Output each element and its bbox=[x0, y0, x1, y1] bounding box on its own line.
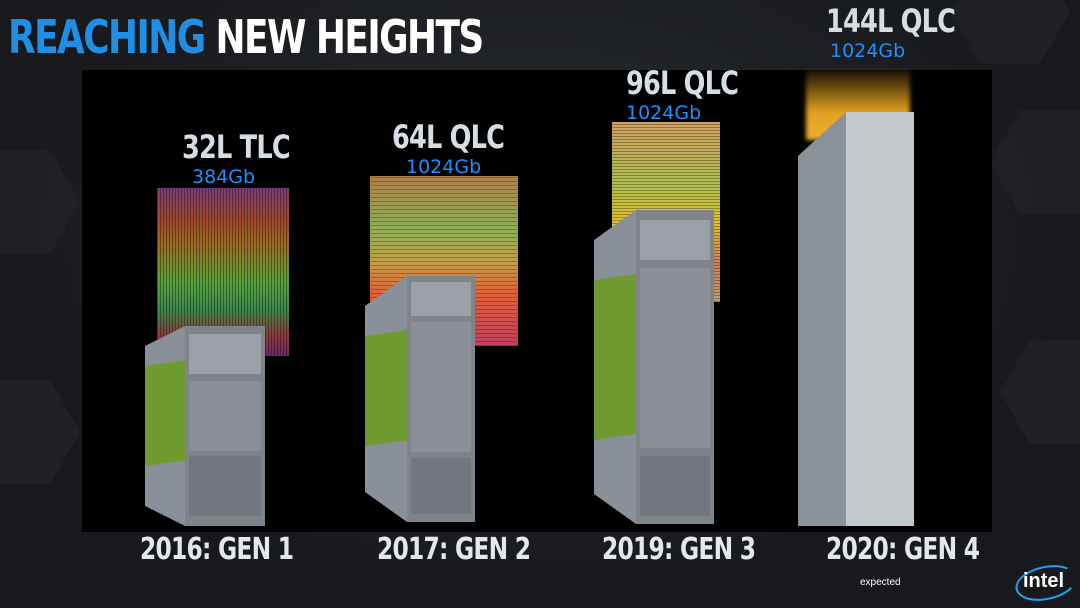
cross-section-gen3 bbox=[594, 210, 714, 524]
gen1-label: 32L TLC 384Gb bbox=[182, 128, 291, 188]
gen4-label: 144L QLC 1024Gb bbox=[826, 2, 956, 62]
title-accent: REACHING bbox=[8, 10, 206, 64]
gen2-label: 64L QLC 1024Gb bbox=[392, 118, 505, 178]
intel-logo: intel bbox=[1012, 559, 1080, 607]
title-rest: NEW HEIGHTS bbox=[215, 10, 485, 64]
gen3-year-label: 2019: GEN 3 bbox=[602, 532, 756, 567]
cross-section-gen2 bbox=[365, 276, 475, 522]
logo-text: intel bbox=[1023, 570, 1065, 592]
gen3-label: 96L QLC 1024Gb bbox=[626, 64, 739, 124]
page-title: REACHING NEW HEIGHTS bbox=[8, 10, 485, 64]
block-gen4 bbox=[798, 112, 914, 526]
gen2-year-label: 2017: GEN 2 bbox=[377, 532, 531, 567]
gen1-year-label: 2016: GEN 1 bbox=[140, 532, 294, 567]
expected-note: expected bbox=[860, 577, 901, 588]
cross-section-gen1 bbox=[145, 326, 265, 526]
gen4-year-label: 2020: GEN 4 bbox=[826, 532, 980, 567]
